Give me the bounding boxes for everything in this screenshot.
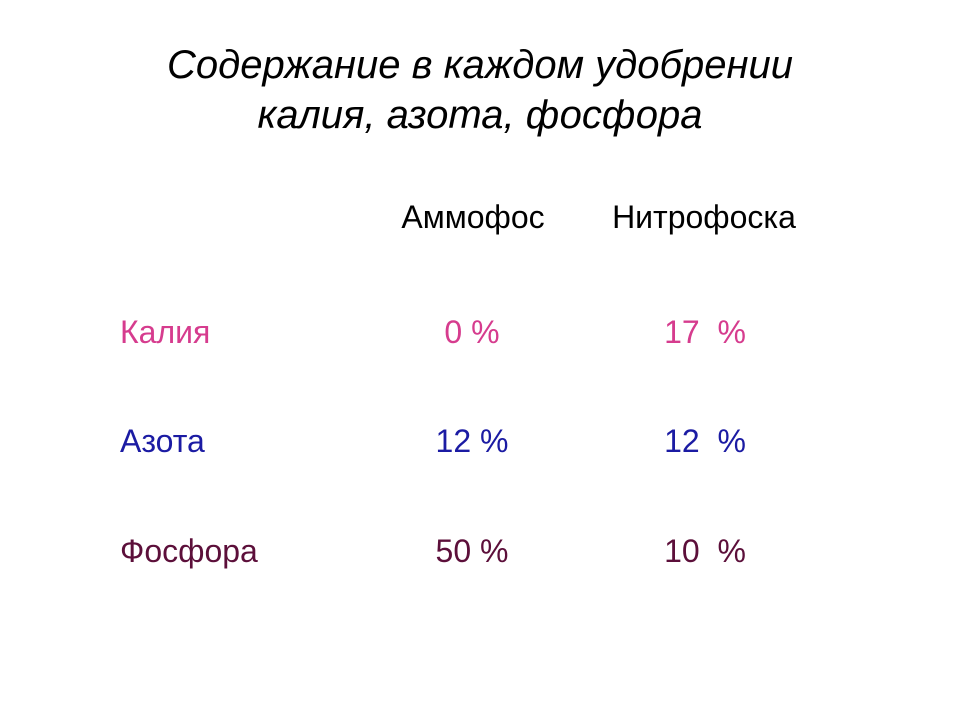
cell-nitrofoska: 10 % (664, 533, 746, 569)
row-label: Азота (120, 423, 205, 459)
slide-title: Содержание в каждом удобрении калия, азо… (80, 40, 880, 140)
cell-nitrofoska: 12 % (664, 423, 746, 459)
title-line-1: Содержание в каждом удобрении (166, 43, 794, 87)
row-label: Фосфора (120, 533, 258, 569)
row-label: Калия (120, 314, 211, 350)
column-header-nitrofoska: Нитрофоска (612, 199, 796, 235)
cell-nitrofoska: 17 % (664, 314, 746, 350)
table-row-potassium: Калия 0 % 17 % (0, 310, 960, 354)
column-header-ammofos: Аммофос (401, 199, 545, 235)
cell-ammofos: 0 % (444, 314, 500, 350)
cell-ammofos: 12 % (435, 423, 509, 459)
table-row-phosphorus: Фосфора 50 % 10 % (0, 529, 960, 573)
cell-ammofos: 50 % (435, 533, 509, 569)
table-row-nitrogen: Азота 12 % 12 % (0, 419, 960, 463)
title-line-2: калия, азота, фосфора (257, 93, 703, 137)
